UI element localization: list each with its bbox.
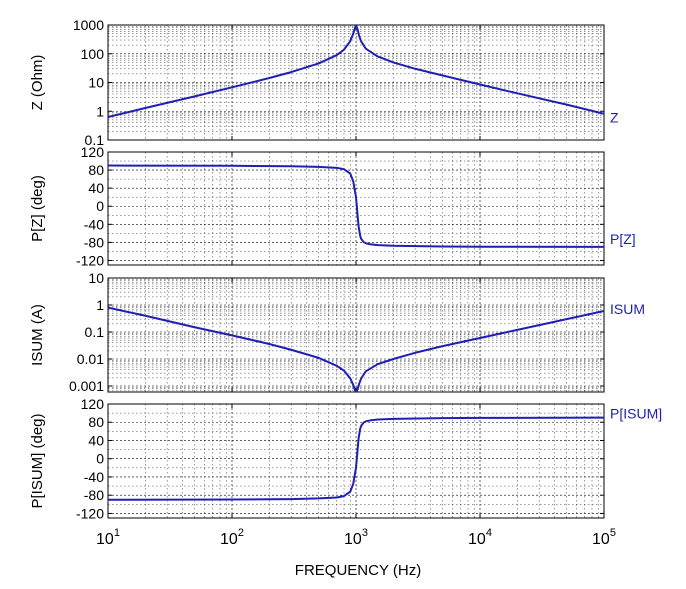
series-line-pz — [108, 164, 604, 248]
y-axis-label: P[ISUM] (deg) — [29, 413, 46, 508]
y-axis-label: Z (Ohm) — [29, 55, 46, 111]
panel-pz: 120 80 40 0 -40 -80 -120 P[Z] (deg) P[Z] — [29, 144, 636, 268]
panel-isum: 10 1 0.1 0.01 0.001 ISUM (A) ISUM — [29, 270, 645, 394]
y-tick-label: 0.001 — [69, 378, 104, 394]
y-tick-label: 10 — [88, 75, 104, 91]
series-label-z: Z — [610, 110, 619, 126]
panel-z: 1000 100 10 1 0.1 Z (Ohm) Z — [29, 17, 619, 148]
y-tick-label: -80 — [84, 487, 104, 503]
y-tick-label: 100 — [81, 46, 105, 62]
y-tick-label: -120 — [76, 252, 104, 268]
y-tick-label: 40 — [88, 432, 104, 448]
y-tick-label: 40 — [88, 180, 104, 196]
y-tick-label: 10 — [88, 270, 104, 286]
y-tick-label: 1000 — [73, 17, 104, 33]
series-label-pz: P[Z] — [610, 231, 636, 247]
y-tick-label: 120 — [81, 396, 105, 412]
y-tick-label: -40 — [84, 469, 104, 485]
y-tick-label: 0.01 — [77, 351, 104, 367]
y-tick-label: 1 — [96, 297, 104, 313]
y-tick-label: 0 — [96, 198, 104, 214]
x-tick-label: 105 — [592, 527, 616, 548]
y-tick-label: -80 — [84, 234, 104, 250]
panel-pisum: 120 80 40 0 -40 -80 -120 P[ISUM] (deg) P[ISUM] — [29, 396, 662, 521]
x-tick-label: 102 — [220, 527, 244, 548]
x-tick-label: 101 — [96, 527, 120, 548]
series-line-isum — [108, 306, 604, 392]
y-tick-label: 0.1 — [85, 324, 105, 340]
y-axis-label: P[Z] (deg) — [29, 175, 46, 242]
y-tick-label: 80 — [88, 162, 104, 178]
grid — [107, 277, 605, 393]
y-tick-label: 1 — [96, 103, 104, 119]
y-tick-label: -120 — [76, 505, 104, 521]
series-line-pisum — [108, 416, 604, 501]
series-line-z — [108, 25, 604, 118]
y-tick-label: 0 — [96, 451, 104, 467]
x-axis: 101 102 103 104 105 FREQUENCY (Hz) — [96, 527, 616, 579]
series-label-isum: ISUM — [610, 301, 645, 317]
x-tick-label: 104 — [468, 527, 492, 548]
x-axis-label: FREQUENCY (Hz) — [295, 562, 421, 579]
y-tick-label: 120 — [81, 144, 105, 160]
series-label-pisum: P[ISUM] — [610, 406, 662, 422]
y-axis-label: ISUM (A) — [29, 304, 46, 366]
y-tick-label: 80 — [88, 414, 104, 430]
y-tick-label: -40 — [84, 216, 104, 232]
x-tick-label: 103 — [344, 527, 368, 548]
y-tick-label: 0.1 — [85, 132, 105, 148]
grid — [107, 403, 605, 518]
